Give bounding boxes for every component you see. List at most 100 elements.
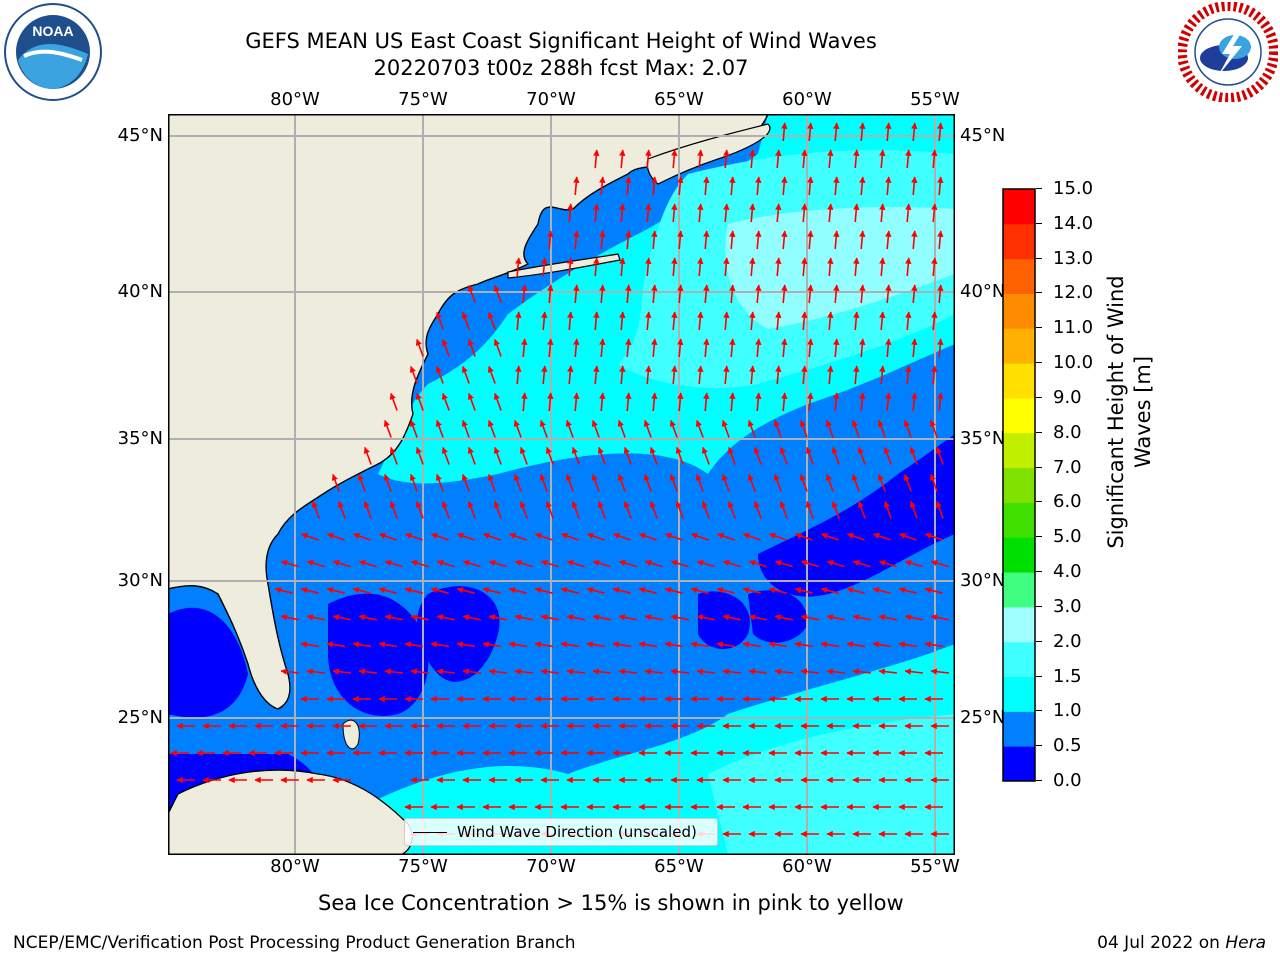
colorbar-tick-mark [1036,780,1042,781]
wave-direction-arrow [794,641,814,648]
land-cuba [168,769,413,855]
wave-direction-arrow [935,446,944,465]
wave-direction-arrow [565,419,574,438]
colorbar-tick-mark [1036,745,1042,747]
wave-direction-arrow [651,230,658,250]
wave-direction-arrow [618,614,637,621]
colorbar-tick-mark [1036,605,1042,607]
wave-direction-arrow [753,500,762,519]
wave-direction-arrow [729,392,736,412]
legend-line-icon [413,831,447,833]
wave-direction-arrow [846,641,866,648]
wave-direction-arrow [612,641,632,648]
wave-direction-arrow [723,311,730,331]
wave-direction-arrow [677,284,684,304]
colorbar-tick-label: 1.5 [1053,665,1082,687]
wave-direction-arrow [487,473,496,492]
lon-label-bottom-55w: 55°W [910,856,960,877]
wave-direction-arrow [773,419,782,438]
wave-direction-arrow [885,122,892,142]
wave-direction-arrow [883,446,892,465]
colorbar-tick-label: 2.0 [1053,630,1082,652]
wave-direction-arrow [748,614,767,621]
wave-direction-arrow [540,560,559,568]
wave-direction-arrow [800,668,819,675]
wave-direction-arrow [859,230,866,250]
colorbar-tick-label: 10.0 [1053,352,1094,374]
wave-direction-arrow [800,614,819,621]
colorbar-tick-mark [1036,222,1042,224]
wave-direction-arrow [827,149,834,169]
wave-direction-arrow [872,532,891,541]
wave-direction-arrow [456,532,475,541]
wave-direction-arrow [898,587,917,594]
wave-direction-arrow [879,311,886,331]
wave-direction-arrow [378,587,397,594]
wave-direction-arrow [827,311,834,331]
wave-direction-arrow [274,587,293,594]
wave-direction-arrow [885,284,892,304]
wave-direction-arrow [651,176,658,196]
wave-direction-arrow [677,230,684,250]
wave-direction-arrow [825,473,834,492]
wave-direction-arrow [487,419,496,438]
wave-direction-arrow [833,122,840,142]
wave-direction-arrow [697,311,704,331]
wave-direction-arrow [306,560,325,568]
wave-direction-arrow [513,473,522,492]
wave-direction-arrow [846,532,865,541]
wave-direction-arrow [879,365,886,385]
colorbar-tick-mark [1036,710,1042,712]
wave-direction-arrow [539,419,548,438]
colorbar-segment [1003,502,1035,538]
wave-direction-arrow [742,641,762,648]
wave-direction-arrow [566,614,585,621]
wave-direction-arrow [826,668,845,675]
wave-direction-arrow [567,257,574,277]
wave-direction-arrow [721,419,730,438]
wave-direction-arrow [649,500,658,519]
wave-direction-arrow [430,587,449,594]
wave-direction-arrow [352,587,371,594]
wave-direction-arrow [280,560,299,568]
wave-direction-arrow [540,668,559,675]
wave-direction-arrow [441,446,450,465]
wave-direction-arrow [456,641,476,648]
wave-direction-arrow [807,338,814,358]
wave-direction-arrow [774,560,793,568]
wave-direction-arrow [567,311,574,331]
lon-label-top-65w: 65°W [654,89,704,110]
wave-direction-arrow [519,500,528,519]
colorbar-frame [1002,188,1036,782]
wave-direction-arrow [534,587,553,594]
wave-direction-arrow [697,203,704,223]
wave-direction-arrow [515,365,522,385]
wave-direction-arrow [701,500,710,519]
wave-direction-arrow [937,176,944,196]
wave-direction-arrow [826,560,845,568]
wave-direction-arrow [937,122,944,142]
wave-direction-arrow [701,446,710,465]
wave-direction-arrow [415,338,424,357]
wave-direction-arrow [300,532,319,541]
wave-direction-arrow [326,641,346,648]
map-panel [168,114,955,855]
wave-direction-arrow [521,338,528,358]
wave-direction-arrow [567,203,574,223]
wave-direction-arrow [592,560,611,568]
wave-direction-arrow [677,338,684,358]
wave-direction-arrow [645,203,652,223]
lon-label-top-70w: 70°W [526,89,576,110]
wave-direction-arrow [493,284,502,303]
wave-direction-arrow [571,500,580,519]
wave-direction-arrow [671,149,678,169]
wave-direction-arrow [885,392,892,412]
wave-direction-arrow [911,284,918,304]
colorbar-tick-label: 11.0 [1053,317,1094,339]
wave-direction-arrow [911,230,918,250]
noaa-logo: NOAA [4,3,102,101]
wave-direction-arrow [586,587,605,594]
wave-direction-arrow [384,668,403,675]
wave-direction-arrow [436,560,455,568]
wave-direction-arrow [852,668,871,675]
